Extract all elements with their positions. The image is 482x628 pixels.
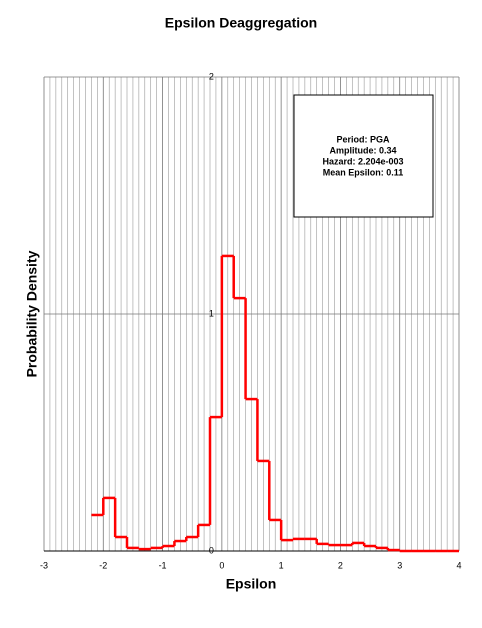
x-tick-label: 3 — [397, 560, 402, 570]
x-tick-label: -1 — [159, 560, 167, 570]
annotation-line: Amplitude: 0.34 — [329, 145, 396, 155]
y-tick-label: 0 — [209, 545, 214, 555]
y-tick-label: 2 — [209, 71, 214, 81]
x-tick-label: 4 — [456, 560, 461, 570]
chart-title: Epsilon Deaggregation — [165, 15, 317, 31]
x-tick-label: -3 — [40, 560, 48, 570]
x-tick-label: -2 — [99, 560, 107, 570]
annotation-line: Period: PGA — [336, 134, 390, 144]
y-tick-label: 1 — [209, 308, 214, 318]
x-axis-label: Epsilon — [226, 576, 277, 592]
y-axis-label: Probability Density — [24, 250, 40, 377]
annotation-line: Hazard: 2.204e-003 — [322, 156, 403, 166]
annotation-box — [293, 94, 434, 218]
x-tick-label: 2 — [338, 560, 343, 570]
annotation-line: Mean Epsilon: 0.11 — [323, 167, 404, 177]
x-tick-label: 0 — [219, 560, 224, 570]
x-tick-label: 1 — [279, 560, 284, 570]
